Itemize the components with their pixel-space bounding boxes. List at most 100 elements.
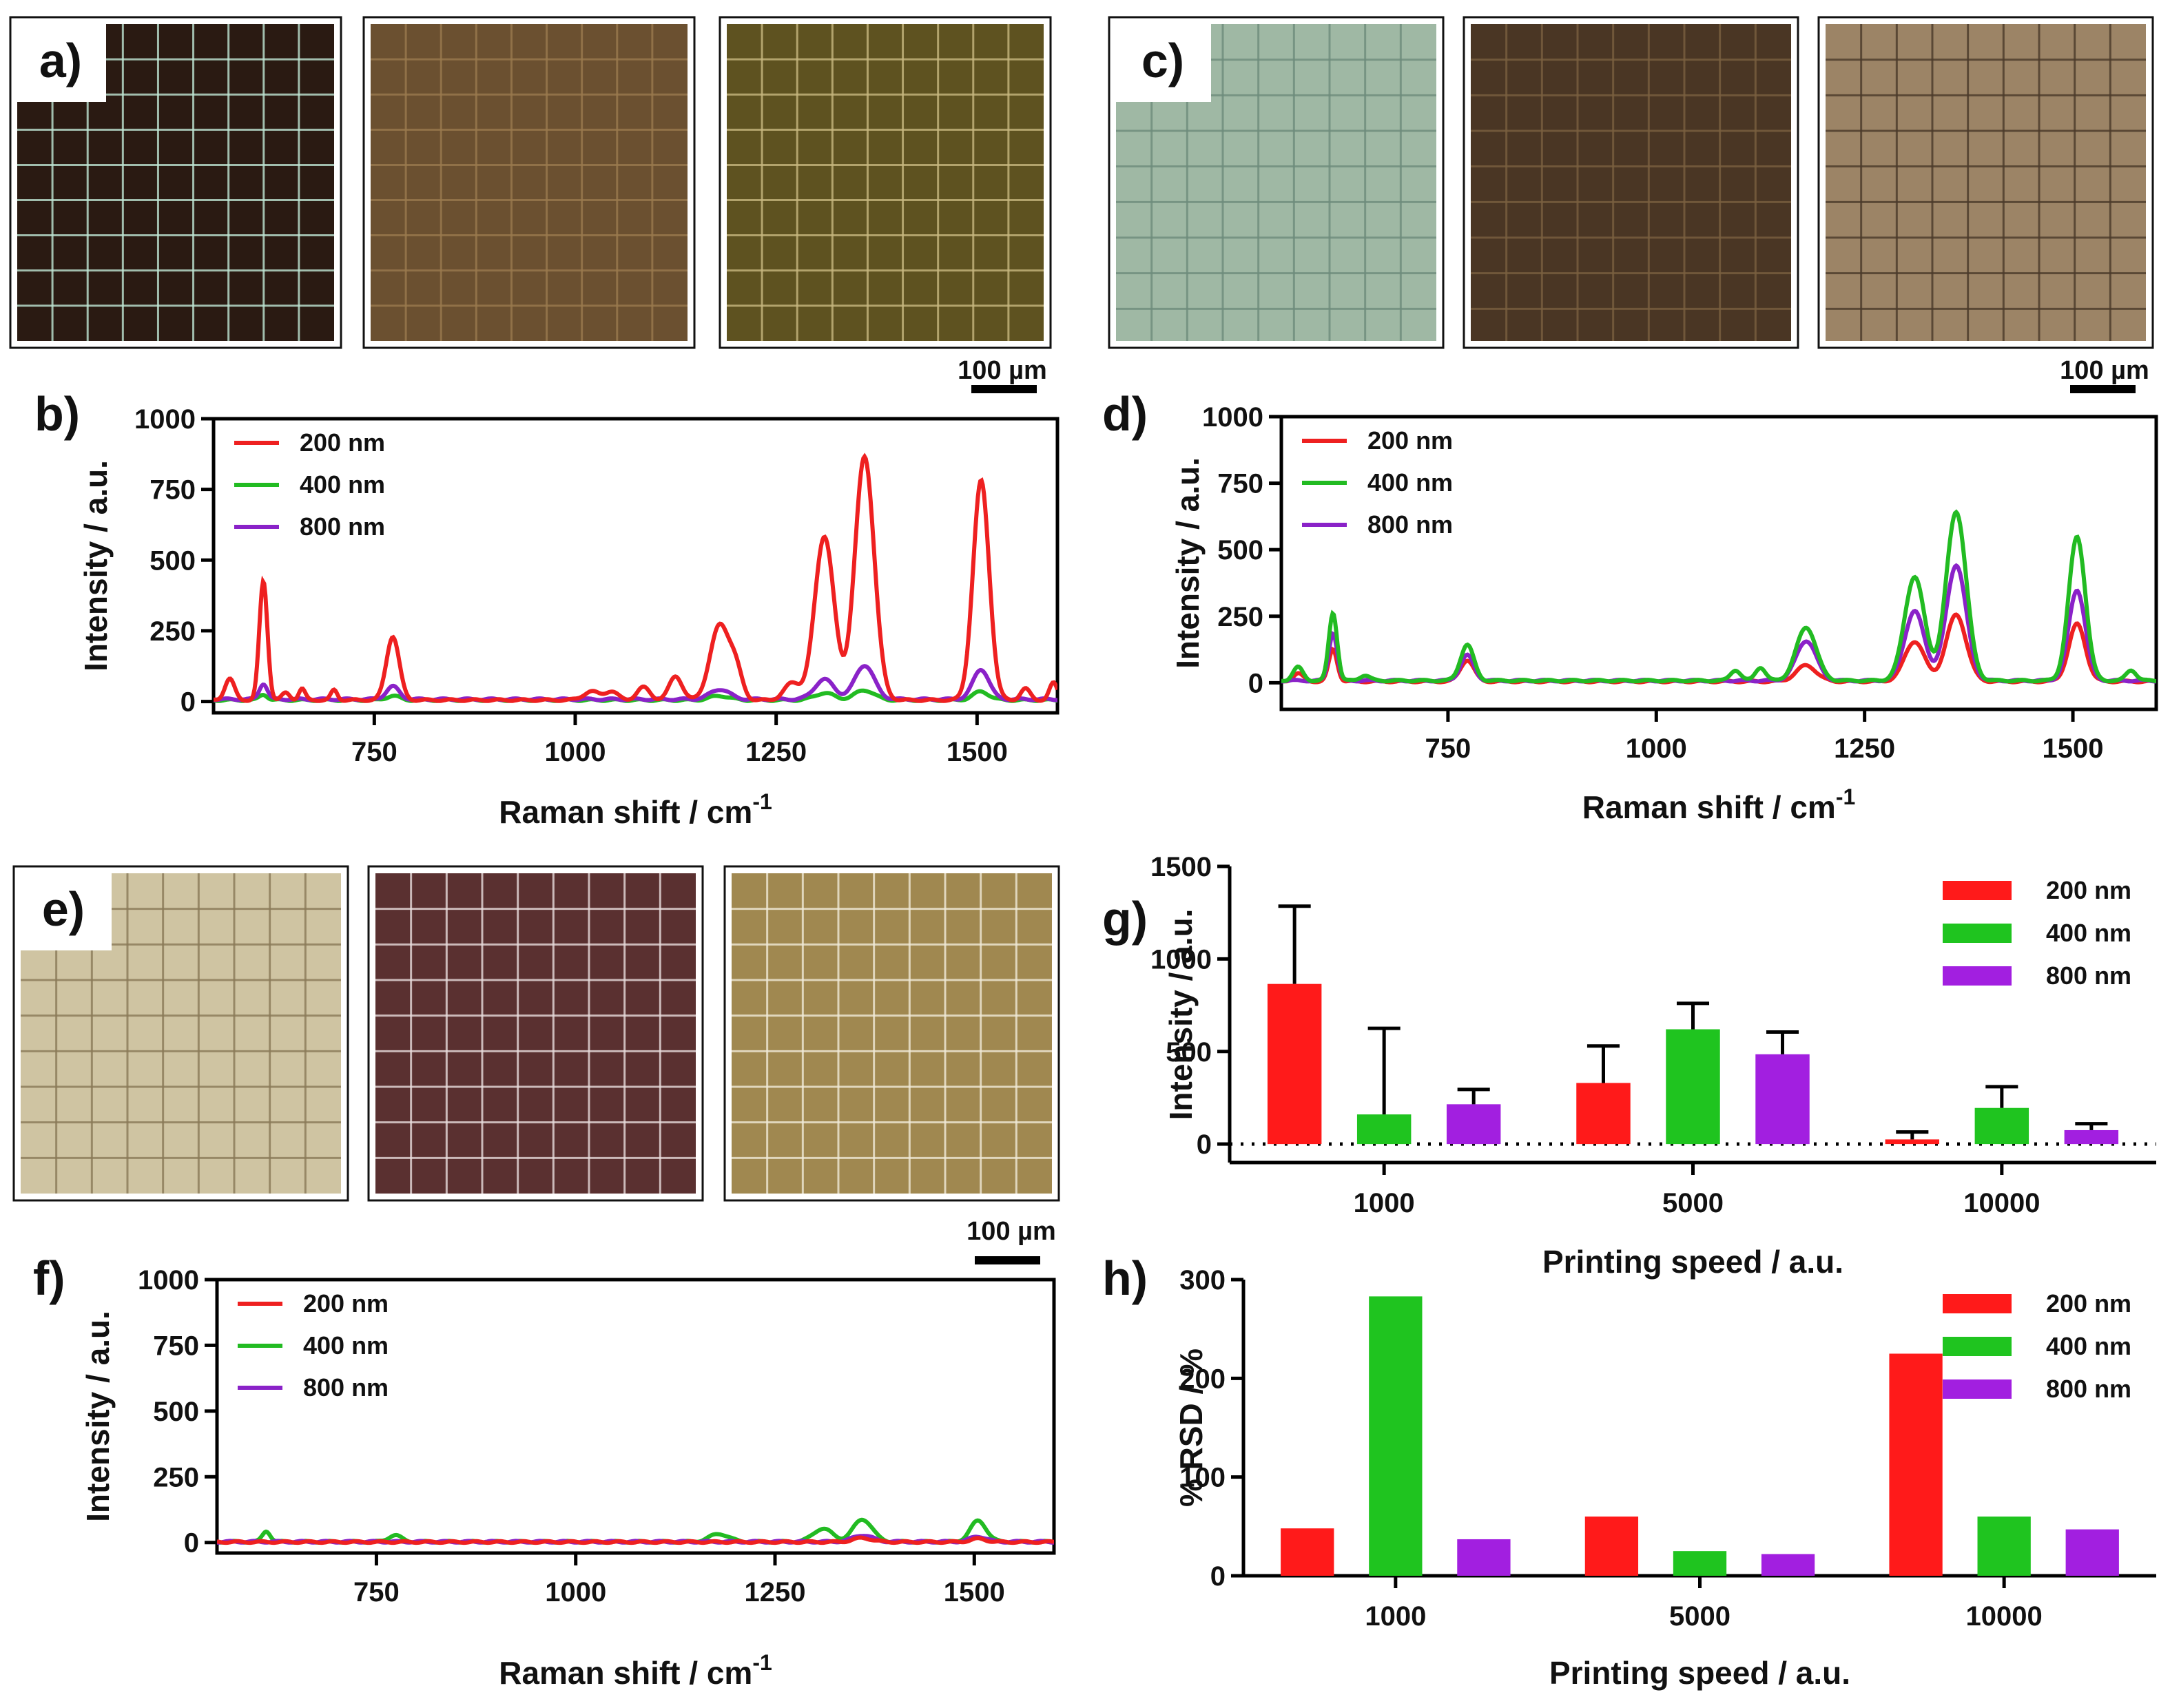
x-tick-label: 1500 xyxy=(2043,733,2104,764)
y-tick-label: 1000 xyxy=(1150,944,1212,975)
legend-label: 400 nm xyxy=(2046,1332,2131,1360)
micrograph-group: e) 100 µm xyxy=(12,865,1060,1264)
y-axis-title: Intensity / a.u. xyxy=(80,1311,116,1522)
bar-800nm-5000 xyxy=(1761,1554,1815,1576)
x-tick-label: 1000 xyxy=(1354,1188,1415,1218)
y-tick-label: 750 xyxy=(149,475,196,506)
chart-f: f) Intensity / a.u. 0 250 500 750 1000 750 1000 1… xyxy=(33,1251,1056,1691)
series-line-200nm xyxy=(217,1535,1054,1545)
legend-label: 400 nm xyxy=(2046,919,2131,947)
scale-bar-label: 100 µm xyxy=(967,1217,1056,1246)
y-axis-title: % RSD / % xyxy=(1173,1348,1209,1507)
legend-swatch xyxy=(1943,1379,2012,1399)
legend-label: 200 nm xyxy=(2046,1289,2131,1318)
y-axis-title: Intensity / a.u. xyxy=(1170,457,1206,669)
legend-swatch xyxy=(1943,1337,2012,1356)
bar-800nm-10000 xyxy=(2064,1129,2119,1145)
micrograph-image xyxy=(732,873,1052,1194)
scale-bar-label: 100 µm xyxy=(958,356,1047,385)
y-tick-label: 250 xyxy=(1217,602,1263,632)
y-tick-label: 0 xyxy=(1210,1561,1226,1592)
bar-800nm-1000 xyxy=(1457,1539,1511,1576)
bar-400nm-1000 xyxy=(1369,1296,1423,1576)
bar-200nm-1000 xyxy=(1267,983,1322,1145)
x-tick-label: 1500 xyxy=(947,737,1008,767)
panel-label: b) xyxy=(34,387,80,441)
x-tick-label: 1000 xyxy=(1365,1601,1426,1632)
series-line-200nm xyxy=(1281,612,2156,685)
bar-400nm-5000 xyxy=(1666,1029,1720,1145)
micrograph-image xyxy=(371,24,688,341)
bar-400nm-5000 xyxy=(1673,1551,1727,1576)
panel-label-box xyxy=(1115,21,1211,102)
x-tick-label: 1250 xyxy=(745,1577,806,1607)
legend-label: 200 nm xyxy=(300,428,385,457)
series-line-800nm xyxy=(1281,563,2156,684)
panel-label: h) xyxy=(1102,1251,1148,1305)
x-tick-label: 1000 xyxy=(545,1577,606,1607)
x-tick-label: 5000 xyxy=(1662,1188,1724,1218)
legend-label: 200 nm xyxy=(303,1289,389,1318)
x-axis-title: Raman shift / cm-1 xyxy=(499,789,772,830)
micrograph-group: c) 100 µm xyxy=(1108,16,2154,393)
y-axis-title: Intensity / a.u. xyxy=(1163,909,1199,1121)
legend-label: 200 nm xyxy=(2046,876,2131,904)
x-tick-label: 750 xyxy=(353,1577,400,1607)
chart-h: h) % RSD / % 0 100 200 300 1000 5000 10000 Printi… xyxy=(1102,1251,2156,1691)
x-axis-title-superscript: -1 xyxy=(752,789,772,814)
bar-200nm-5000 xyxy=(1584,1517,1639,1576)
chart-d: d) Intensity / a.u. 0 250 500 750 1000 750 1000 1… xyxy=(1102,387,2158,825)
micrograph-image xyxy=(375,873,696,1194)
micrograph-group: a) 100 µm xyxy=(9,16,1052,393)
legend-swatch xyxy=(1943,924,2012,943)
x-axis-title: Raman shift / cm-1 xyxy=(1582,784,1856,825)
panel-label-box xyxy=(15,21,106,102)
y-tick-label: 0 xyxy=(1197,1129,1212,1160)
x-tick-label: 750 xyxy=(351,737,397,767)
bar-200nm-5000 xyxy=(1576,1083,1631,1145)
x-tick-label: 1250 xyxy=(1834,733,1895,764)
panel-label: c) xyxy=(1141,34,1184,87)
plot-frame xyxy=(215,1278,1056,1555)
y-tick-label: 200 xyxy=(1179,1364,1226,1394)
x-tick-label: 10000 xyxy=(1966,1601,2043,1632)
bar-200nm-10000 xyxy=(1885,1139,1940,1145)
x-axis-title: Raman shift / cm-1 xyxy=(499,1650,772,1691)
legend-label: 800 nm xyxy=(1367,510,1453,539)
y-tick-label: 500 xyxy=(1217,535,1263,565)
legend-label: 400 nm xyxy=(300,470,385,499)
legend-label: 400 nm xyxy=(1367,468,1453,497)
y-tick-label: 250 xyxy=(153,1462,199,1492)
chart-b: b) Intensity / a.u. 0 250 500 750 1000 750 1000 1… xyxy=(34,387,1060,830)
y-tick-label: 1000 xyxy=(1202,402,1263,433)
x-axis-title-text: Raman shift / cm xyxy=(499,1655,752,1691)
legend-swatch xyxy=(1943,966,2012,986)
x-tick-label: 750 xyxy=(1425,733,1471,764)
scale-bar-label: 100 µm xyxy=(2060,356,2149,385)
bar-400nm-10000 xyxy=(1974,1107,2029,1145)
y-tick-label: 500 xyxy=(149,545,196,576)
x-axis-title-superscript: -1 xyxy=(752,1650,772,1675)
micrograph-image xyxy=(727,24,1044,341)
y-tick-label: 750 xyxy=(1217,469,1263,499)
micrograph-image xyxy=(1826,24,2146,341)
series-line-400nm xyxy=(1281,509,2156,684)
bar-400nm-1000 xyxy=(1356,1114,1412,1145)
bar-400nm-10000 xyxy=(1977,1517,2031,1576)
bar-200nm-1000 xyxy=(1281,1528,1334,1576)
bar-800nm-10000 xyxy=(2065,1529,2119,1576)
plot-frame xyxy=(1279,415,2158,711)
chart-g: g) Intensity / a.u. 0 500 1000 1500 1000 5000 10… xyxy=(1102,852,2156,1280)
x-axis-title-text: Raman shift / cm xyxy=(499,794,752,830)
y-tick-label: 0 xyxy=(184,1528,199,1559)
bar-800nm-1000 xyxy=(1446,1104,1501,1145)
x-tick-label: 1250 xyxy=(745,737,807,767)
x-tick-label: 10000 xyxy=(1963,1188,2040,1218)
series-line-200nm xyxy=(214,452,1057,703)
y-tick-label: 0 xyxy=(1248,668,1263,698)
y-tick-label: 250 xyxy=(149,616,196,647)
y-tick-label: 500 xyxy=(153,1397,199,1427)
legend-label: 200 nm xyxy=(1367,426,1453,455)
panel-label-box xyxy=(15,869,112,950)
